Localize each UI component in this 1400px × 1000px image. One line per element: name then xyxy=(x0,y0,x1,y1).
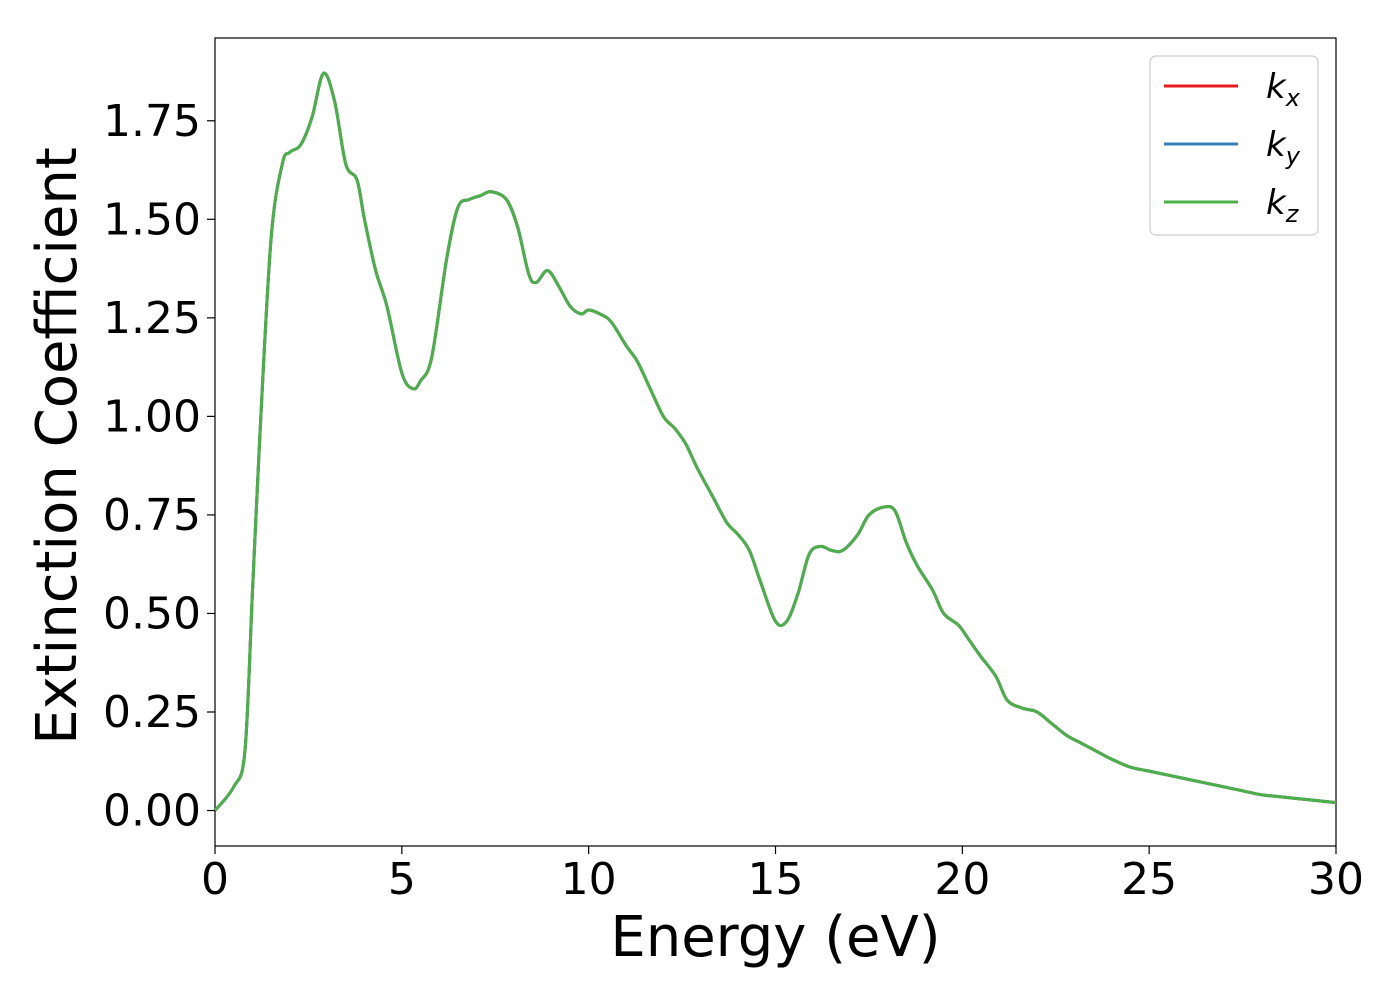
x-tick-label: 0 xyxy=(201,854,229,905)
y-tick-label: 0.50 xyxy=(103,588,201,639)
x-axis-label: Energy (eV) xyxy=(610,905,940,970)
y-tick-label: 1.50 xyxy=(103,194,201,245)
x-tick-label: 30 xyxy=(1308,854,1364,905)
series-layer xyxy=(213,71,1337,812)
y-tick-label: 1.25 xyxy=(103,293,201,344)
series-line-k-z xyxy=(213,71,1337,812)
legend: kx ky kz xyxy=(1149,55,1319,236)
x-tick-label: 25 xyxy=(1121,854,1177,905)
y-tick-label: 0.75 xyxy=(103,490,201,541)
x-tick-label: 5 xyxy=(388,854,416,905)
y-axis-ticks: 0.00 0.25 0.50 0.75 1.00 1.25 1.50 1.75 xyxy=(103,96,215,837)
x-tick-label: 10 xyxy=(561,854,617,905)
legend-label-k-z: kz xyxy=(1266,183,1300,228)
y-tick-label: 1.00 xyxy=(103,391,201,442)
legend-label-k-x: kx xyxy=(1266,67,1301,112)
y-tick-label: 1.75 xyxy=(103,96,201,147)
x-tick-label: 20 xyxy=(934,854,990,905)
y-axis-label: Extinction Coefficient xyxy=(25,147,90,745)
y-tick-label: 0.25 xyxy=(103,687,201,738)
y-tick-label: 0.00 xyxy=(103,786,201,837)
x-tick-label: 15 xyxy=(748,854,804,905)
legend-label-k-y: ky xyxy=(1266,125,1301,170)
x-axis-ticks: 0 5 10 15 20 25 30 xyxy=(201,846,1364,905)
